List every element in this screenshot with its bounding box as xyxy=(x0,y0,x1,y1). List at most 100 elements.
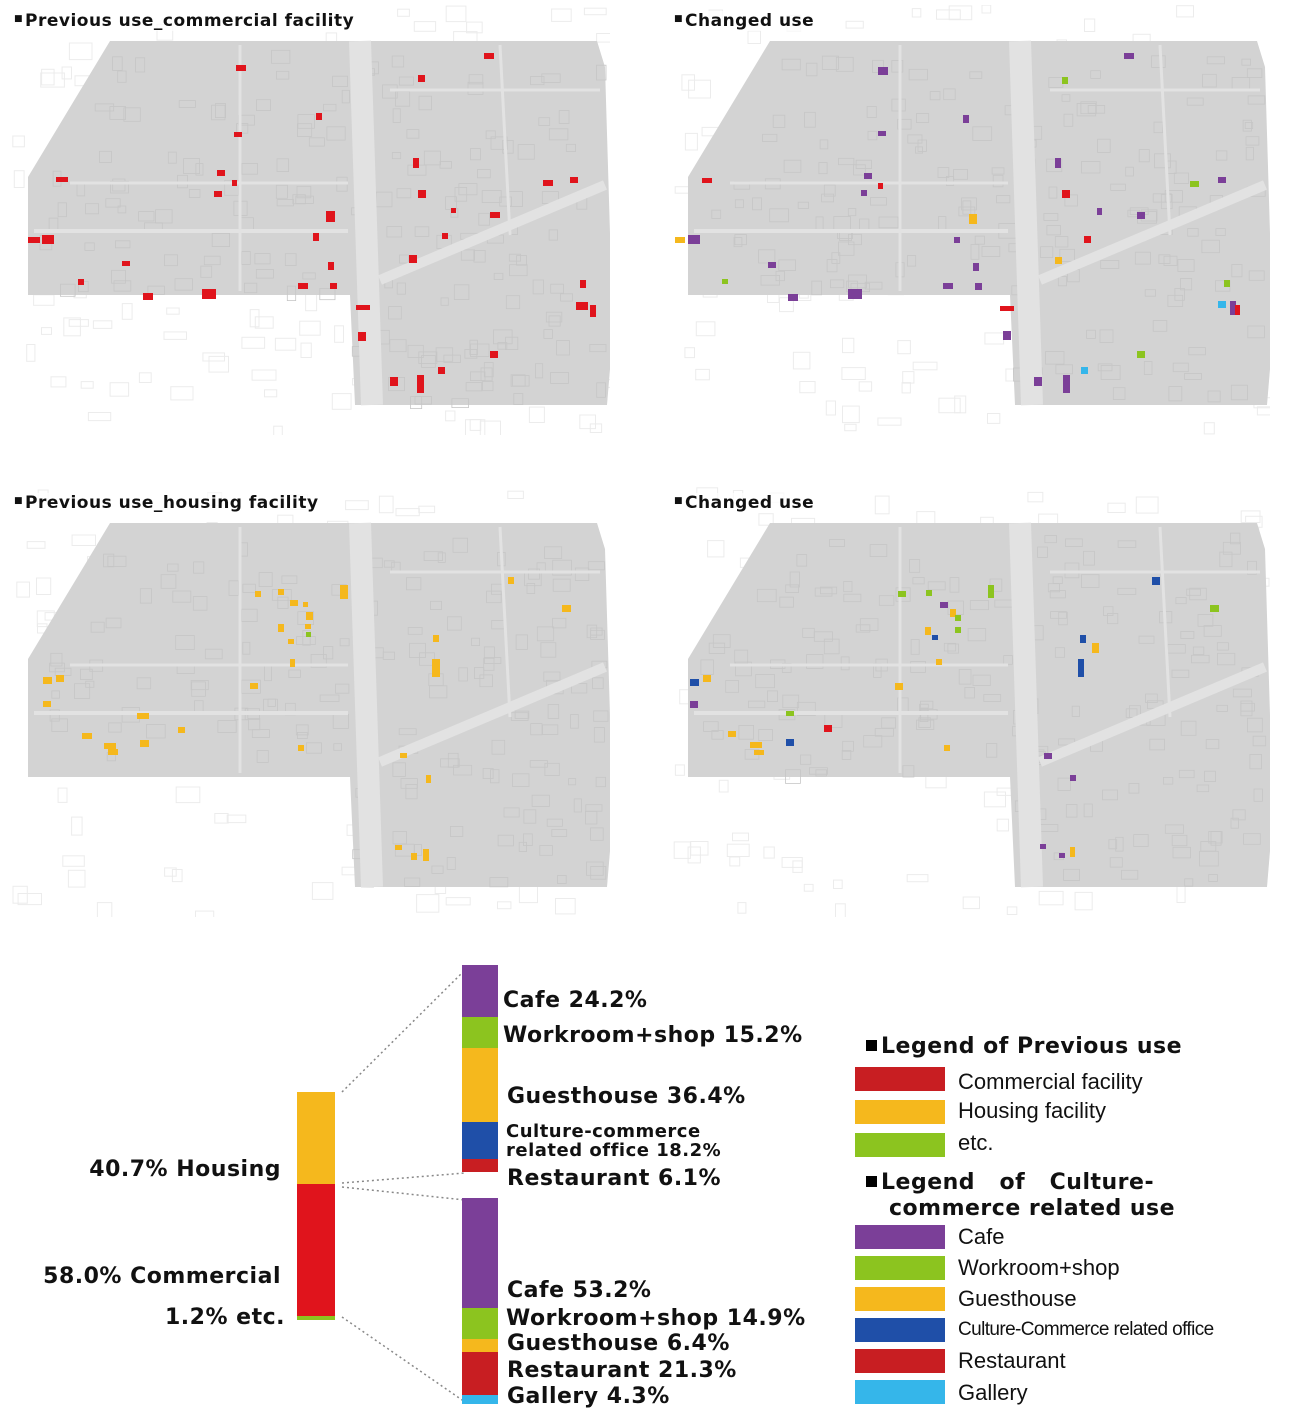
bar-commercial xyxy=(297,1184,335,1316)
seg-restaurant xyxy=(462,1159,498,1172)
building-marker xyxy=(28,237,40,243)
building-marker xyxy=(423,849,429,861)
seg-workroom xyxy=(462,1308,498,1339)
building-marker xyxy=(1137,212,1145,219)
map-canvas xyxy=(674,5,1270,435)
label-h-guesthouse: Guesthouse 36.4% xyxy=(507,1084,746,1109)
seg-cafe xyxy=(462,1198,498,1308)
legend-label: Commercial facility xyxy=(958,1069,1143,1094)
building-marker xyxy=(137,713,149,719)
map-canvas xyxy=(12,5,610,435)
building-marker xyxy=(1235,305,1240,315)
building-marker xyxy=(861,190,867,196)
building-marker xyxy=(954,237,960,243)
building-marker xyxy=(955,615,961,621)
label-h-office-2: related office 18.2% xyxy=(506,1140,722,1161)
building-marker xyxy=(303,602,308,607)
building-marker xyxy=(409,255,417,263)
map-canvas xyxy=(12,489,610,917)
building-marker xyxy=(236,65,246,71)
building-marker xyxy=(43,701,51,707)
building-marker xyxy=(411,853,417,860)
building-marker xyxy=(895,683,903,690)
bar-housing xyxy=(297,1092,335,1184)
building-marker xyxy=(1003,331,1011,340)
seg-cafe xyxy=(462,965,498,1017)
building-marker xyxy=(675,237,685,243)
building-marker xyxy=(1055,257,1062,264)
building-marker xyxy=(232,180,237,186)
building-marker xyxy=(358,332,366,341)
building-marker xyxy=(590,305,596,317)
panel-title: ■ Previous use_commercial facility xyxy=(10,11,359,31)
building-marker xyxy=(250,683,258,689)
building-marker xyxy=(898,591,906,597)
label-h-office-1: Culture-commerce xyxy=(506,1121,701,1142)
building-marker xyxy=(955,627,961,633)
building-marker xyxy=(255,591,261,597)
legend-swatch-workroom xyxy=(855,1256,945,1280)
legend-swatch-restaurant xyxy=(855,1349,945,1373)
building-marker xyxy=(688,235,700,244)
building-marker xyxy=(234,132,242,137)
building-marker xyxy=(418,190,426,198)
building-marker xyxy=(1062,190,1070,198)
building-marker xyxy=(754,750,764,755)
building-marker xyxy=(288,639,294,644)
building-marker xyxy=(703,675,711,682)
building-marker xyxy=(768,262,776,268)
building-marker xyxy=(950,609,956,617)
building-marker xyxy=(1081,367,1088,374)
building-marker xyxy=(508,577,514,584)
building-marker xyxy=(864,173,872,179)
building-marker xyxy=(786,711,794,716)
building-marker xyxy=(214,191,222,197)
parcel-grid xyxy=(700,532,1267,887)
building-marker xyxy=(290,600,298,606)
roads xyxy=(34,40,607,406)
roads xyxy=(34,522,607,888)
changed-buildings xyxy=(28,53,596,393)
panel-title: ■ Changed use xyxy=(670,493,819,513)
building-marker xyxy=(1152,577,1160,585)
building-marker xyxy=(306,632,311,637)
seg-restaurant xyxy=(462,1352,498,1395)
building-marker xyxy=(1084,236,1091,243)
legend-label: Housing facility xyxy=(958,1098,1106,1123)
map-previous-commercial: ■ Previous use_commercial facility xyxy=(10,5,610,435)
legend-label: Guesthouse xyxy=(958,1286,1077,1311)
seg-workroom xyxy=(462,1017,498,1048)
legend-swatch-cafe xyxy=(855,1225,945,1249)
district-area xyxy=(688,523,1270,887)
label-c-cafe: Cafe 53.2% xyxy=(507,1278,652,1303)
district-area xyxy=(688,41,1270,405)
building-marker xyxy=(576,302,588,310)
connector-lines xyxy=(341,969,466,1403)
building-marker xyxy=(217,170,225,176)
legend-label: etc. xyxy=(958,1130,994,1155)
building-marker xyxy=(108,749,118,755)
building-marker xyxy=(395,845,402,850)
building-marker xyxy=(1224,280,1230,287)
building-marker xyxy=(1062,77,1068,84)
label-c-restaurant: Restaurant 21.3% xyxy=(507,1358,737,1383)
building-marker xyxy=(1070,847,1075,857)
building-marker xyxy=(1040,844,1046,849)
seg-guesthouse xyxy=(462,1048,498,1122)
building-marker xyxy=(973,263,979,271)
label-h-restaurant: Restaurant 6.1% xyxy=(507,1166,722,1191)
legend-label: Restaurant xyxy=(958,1348,1066,1373)
label-c-guesthouse: Guesthouse 6.4% xyxy=(507,1331,730,1356)
label-housing: 40.7% Housing xyxy=(89,1157,281,1182)
map-changed-use-commercial: ■ Changed use xyxy=(670,5,1270,435)
building-marker xyxy=(290,659,295,667)
legend-culture-heading-1: Legend of Culture- xyxy=(866,1170,1154,1195)
building-marker xyxy=(1063,375,1070,393)
building-marker xyxy=(426,775,431,783)
building-marker xyxy=(944,745,950,751)
roads xyxy=(694,522,1267,888)
building-marker xyxy=(878,131,886,136)
legend-swatch-guesthouse xyxy=(855,1287,945,1311)
building-marker xyxy=(340,585,348,599)
building-marker xyxy=(1034,377,1042,386)
